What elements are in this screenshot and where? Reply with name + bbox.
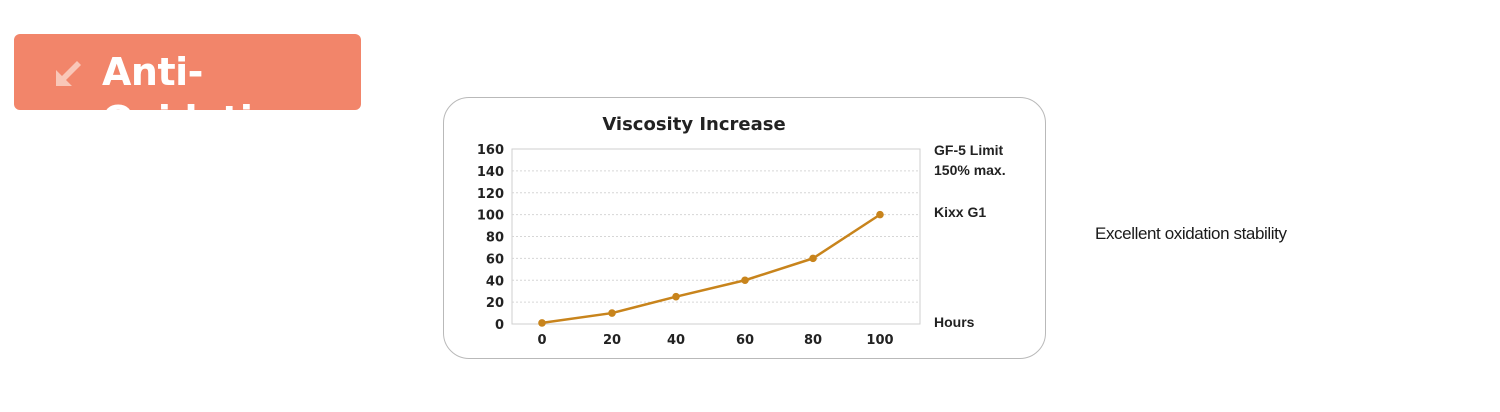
y-tick-label: 140 [477,165,504,180]
data-point [876,210,884,219]
chart-title: Viscosity Increase [602,114,785,135]
x-tick-label: 80 [804,333,822,348]
y-tick-label: 60 [486,252,504,267]
series-line [541,213,881,325]
y-tick-label: 80 [486,231,504,246]
section-title: Anti-Oxidation [102,50,305,142]
data-point [741,276,749,285]
y-tick-label: 40 [486,274,504,289]
limit-label-line2: 150% max. [934,162,1006,178]
x-tick-label: 40 [667,333,685,348]
x-unit-label: Hours [934,314,975,330]
x-tick-label: 0 [537,333,546,348]
x-tick-label: 20 [603,333,621,348]
y-tick-label: 100 [477,209,504,224]
chart-card: Viscosity Increase 0 20 40 60 80 100 120 140 160… [443,97,1046,359]
x-tick-label: 60 [736,333,754,348]
y-tick-label: 0 [495,318,504,333]
y-tick-label: 120 [477,187,504,202]
data-point [809,254,817,263]
x-tick-label: 100 [866,333,893,348]
section-badge: Anti-Oxidation [14,34,361,142]
y-tick-label: 20 [486,296,504,311]
series-label: Kixx G1 [934,204,986,220]
viscosity-chart: Viscosity Increase 0 20 40 60 80 100 120 140 160… [477,114,1006,348]
limit-label-line1: GF-5 Limit [934,142,1004,158]
caption-text: Excellent oxidation stability [1095,224,1287,243]
data-point [672,292,680,301]
arrow-down-left-icon [56,61,81,86]
data-point [608,309,616,317]
y-tick-label: 160 [477,143,504,158]
data-point [538,319,546,327]
